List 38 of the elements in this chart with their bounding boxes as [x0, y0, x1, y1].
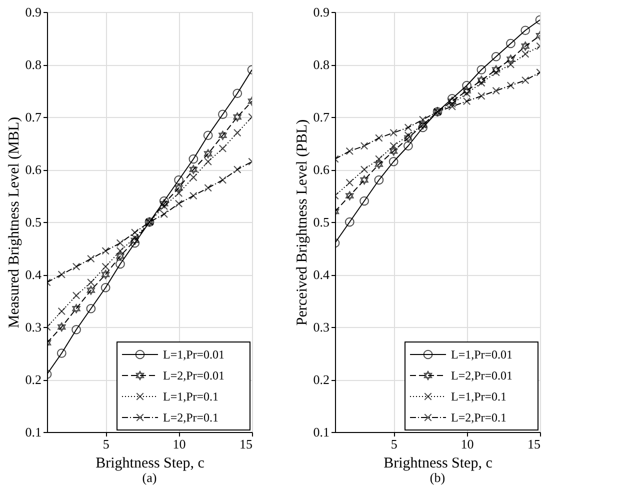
- x-tick-label: 10: [172, 436, 186, 452]
- y-tick-label: 0.7: [25, 110, 42, 124]
- y-tick-label: 0.1: [313, 424, 330, 440]
- y-tick-label: 0.3: [313, 320, 330, 334]
- y-tick-label: 0.8: [25, 57, 42, 72]
- legend-label: L=1,Pr=0.1: [451, 390, 507, 404]
- y-tick-label: 0.5: [313, 214, 330, 230]
- y-axis-title: Measured Brightness Level (MBL): [6, 116, 22, 328]
- y-tick-label: 0.6: [25, 162, 42, 177]
- x-tick-label: 10: [460, 436, 474, 452]
- legend-label: L=1,Pr=0.01: [163, 348, 225, 362]
- y-tick-label: 0.7: [313, 110, 330, 124]
- y-tick-label: 0.2: [25, 372, 42, 387]
- y-tick-label: 0.6: [313, 162, 330, 177]
- legend-label: L=2,Pr=0.1: [451, 410, 507, 424]
- legend-label: L=2,Pr=0.01: [451, 368, 513, 382]
- y-tick-label: 0.4: [313, 267, 330, 282]
- x-tick-label: 5: [390, 436, 398, 452]
- y-tick-label: 0.2: [313, 372, 330, 387]
- legend-label: L=1,Pr=0.01: [451, 348, 513, 362]
- legend-label: L=2,Pr=0.1: [163, 410, 219, 424]
- y-tick-label: 0.3: [25, 320, 42, 334]
- y-tick-label: 0.1: [25, 424, 42, 440]
- x-axis-title: Brightness Step, c: [96, 456, 205, 472]
- y-tick-label: 0.5: [25, 214, 42, 230]
- legend-label: L=2,Pr=0.01: [163, 368, 225, 382]
- legend-label: L=1,Pr=0.1: [163, 390, 219, 404]
- y-tick-label: 0.8: [313, 57, 330, 72]
- y-axis-title: Perceived Brightness Level (PBL): [294, 119, 310, 326]
- y-tick-label: 0.9: [313, 4, 330, 20]
- x-tick-label: 15: [528, 436, 540, 452]
- x-tick-label: 15: [240, 436, 252, 452]
- x-axis-title: Brightness Step, c: [384, 456, 493, 472]
- text: (b): [430, 470, 446, 485]
- y-tick-label: 0.9: [25, 4, 42, 20]
- x-tick-label: 5: [102, 436, 110, 452]
- text: (a): [142, 470, 157, 485]
- y-tick-label: 0.4: [25, 267, 42, 282]
